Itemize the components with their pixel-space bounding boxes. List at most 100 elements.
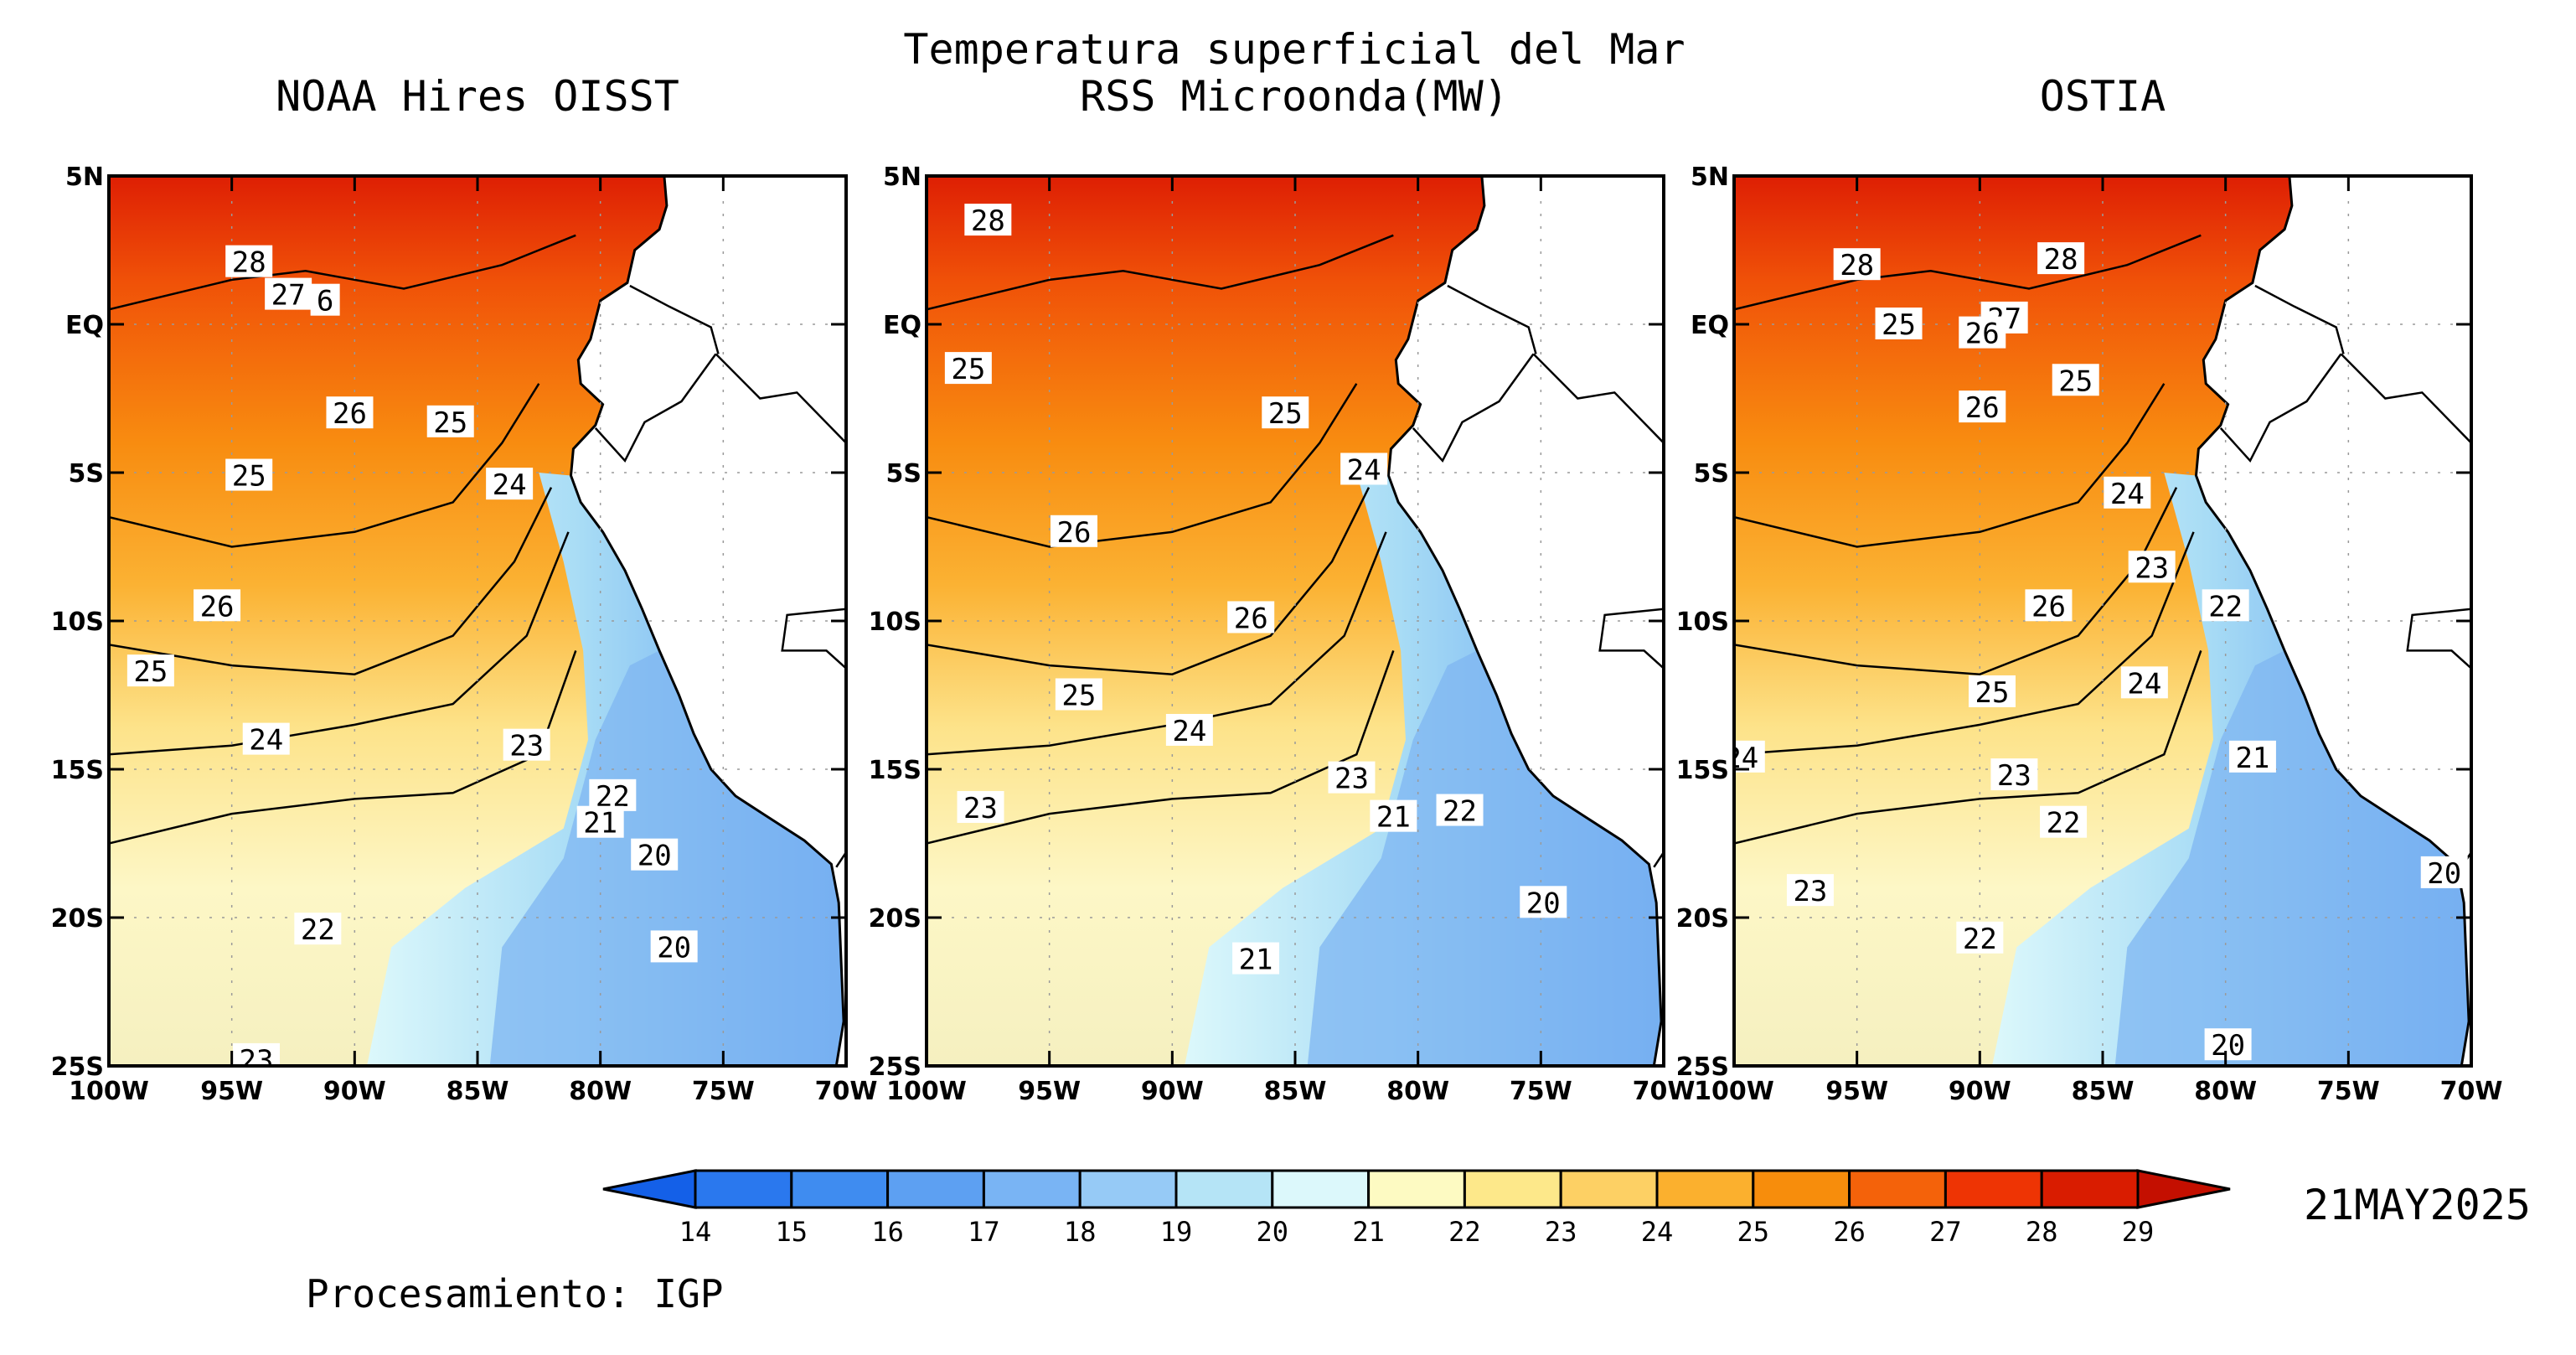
contour-label-bg [486, 468, 534, 500]
contour-label-bg [310, 283, 340, 316]
lat-tick-label: EQ [1691, 311, 1729, 340]
contour-label: 21 [1239, 944, 1273, 977]
contour-label-bg [964, 204, 1012, 236]
contour-label-bg [225, 458, 273, 491]
contour-label-bg [1340, 453, 1388, 485]
contour-label-bg [225, 245, 273, 277]
contour-label: 25 [1882, 308, 1916, 342]
contour-label-bg [2040, 805, 2088, 838]
lat-tick-label: 15S [869, 756, 921, 785]
land-mass [569, 176, 846, 1066]
lat-tick-label: 5N [65, 163, 104, 192]
contour-label-bg [1520, 886, 1567, 918]
country-border [2254, 284, 2345, 354]
contour-label-bg [2202, 589, 2249, 622]
contour-label: 24 [1347, 453, 1381, 487]
contour-label-bg [2104, 476, 2151, 509]
country-border [2340, 353, 2471, 444]
contour-label: 25 [951, 353, 985, 386]
contour-label: 25 [133, 655, 168, 689]
contour-label: 26 [1965, 391, 2000, 425]
contour-label-bg [2120, 666, 2168, 699]
contour-label-bg [194, 589, 241, 622]
contour-label: 20 [638, 840, 672, 873]
contour-label-bg [1833, 248, 1881, 281]
credit-label: Procesamiento: IGP [306, 1271, 724, 1316]
contour-label: 20 [2427, 857, 2461, 891]
lon-tick-label: 75W [692, 1077, 755, 1106]
lat-tick-label: EQ [65, 311, 104, 340]
contour-label-bg [2052, 364, 2099, 396]
lat-tick-label: 5S [1694, 459, 1729, 489]
lat-tick-label: 25S [1676, 1052, 1729, 1082]
contour-label: 23 [1997, 759, 2031, 793]
lat-tick-label: 5S [69, 459, 104, 489]
contour-label: 25 [2058, 365, 2093, 398]
contour-label-bg [1969, 675, 2016, 707]
contour-label-bg [1436, 794, 1484, 826]
contour-label: 20 [657, 931, 691, 965]
lon-tick-label: 95W [1018, 1077, 1081, 1106]
contour-label: 25 [232, 460, 266, 494]
colorbar-level-label: 15 [776, 1216, 808, 1248]
contour-label: 23 [1793, 875, 1827, 908]
lon-tick-label: 95W [1825, 1077, 1888, 1106]
contour-label: 28 [971, 204, 1005, 238]
colorbar-level-label: 19 [1160, 1216, 1193, 1248]
isotherm-line [927, 234, 1394, 311]
lat-tick-label: 20S [869, 904, 921, 934]
colorbar-level-label: 16 [871, 1216, 904, 1248]
isotherm-line [1734, 383, 2166, 548]
isotherm-line [109, 383, 540, 548]
contour-label: 21 [583, 807, 617, 840]
lat-tick-label: 20S [1676, 904, 1729, 934]
colorbar-level-label: 17 [968, 1216, 1000, 1248]
contour-label: 24 [493, 468, 527, 502]
contour-label: 28 [1840, 249, 1874, 282]
contour-label: 24 [249, 724, 283, 758]
lon-tick-label: 85W [1264, 1077, 1327, 1106]
contour-label-bg [1990, 758, 2038, 791]
contour-label: 22 [1443, 795, 1477, 829]
lon-tick-label: 70W [815, 1077, 878, 1106]
contour-label: 22 [301, 913, 335, 947]
lon-tick-label: 90W [1949, 1077, 2011, 1106]
contour-label: 20 [2211, 1029, 2245, 1063]
date-label: 21MAY2025 [2304, 1181, 2531, 1229]
colorbar-level-label: 25 [1737, 1216, 1770, 1248]
country-border [2406, 608, 2471, 670]
isotherm-line [109, 531, 570, 756]
lon-tick-label: 70W [2440, 1077, 2503, 1106]
colorbar-level-label: 26 [1833, 1216, 1866, 1248]
lon-tick-label: 90W [323, 1077, 386, 1106]
contour-label-bg [944, 352, 992, 385]
contour-label: 26 [200, 590, 235, 623]
colorbar-arrow-high [2136, 1169, 2231, 1209]
colorbar-swatch [1944, 1169, 2043, 1209]
country-border [781, 608, 846, 670]
contour-label: 23 [1334, 763, 1369, 796]
colorbar-level-label: 24 [1641, 1216, 1674, 1248]
lat-tick-label: 25S [869, 1052, 921, 1082]
isotherm-line [1734, 649, 2202, 845]
contour-label-bg [126, 654, 174, 687]
contour-label-bg [242, 722, 290, 755]
colorbar-swatch [1271, 1169, 1371, 1209]
contour-label-bg [2128, 551, 2176, 583]
contour-label: 28 [232, 246, 266, 280]
colorbar-swatch [1848, 1169, 1947, 1209]
contour-label: 25 [433, 406, 467, 440]
contour-label-bg [2025, 589, 2073, 622]
colorbar-swatch [1463, 1169, 1562, 1209]
lon-tick-label: 85W [447, 1077, 509, 1106]
land-mass [2194, 176, 2471, 1066]
isotherm-line [1734, 531, 2195, 756]
contour-label: 22 [2047, 807, 2081, 840]
contour-label: 28 [2044, 243, 2078, 277]
cold-coastal-core [1307, 650, 1662, 1066]
contour-label-bg [326, 396, 374, 429]
contour-label: 23 [240, 1044, 274, 1078]
colorbar-level-label: 20 [1257, 1216, 1289, 1248]
